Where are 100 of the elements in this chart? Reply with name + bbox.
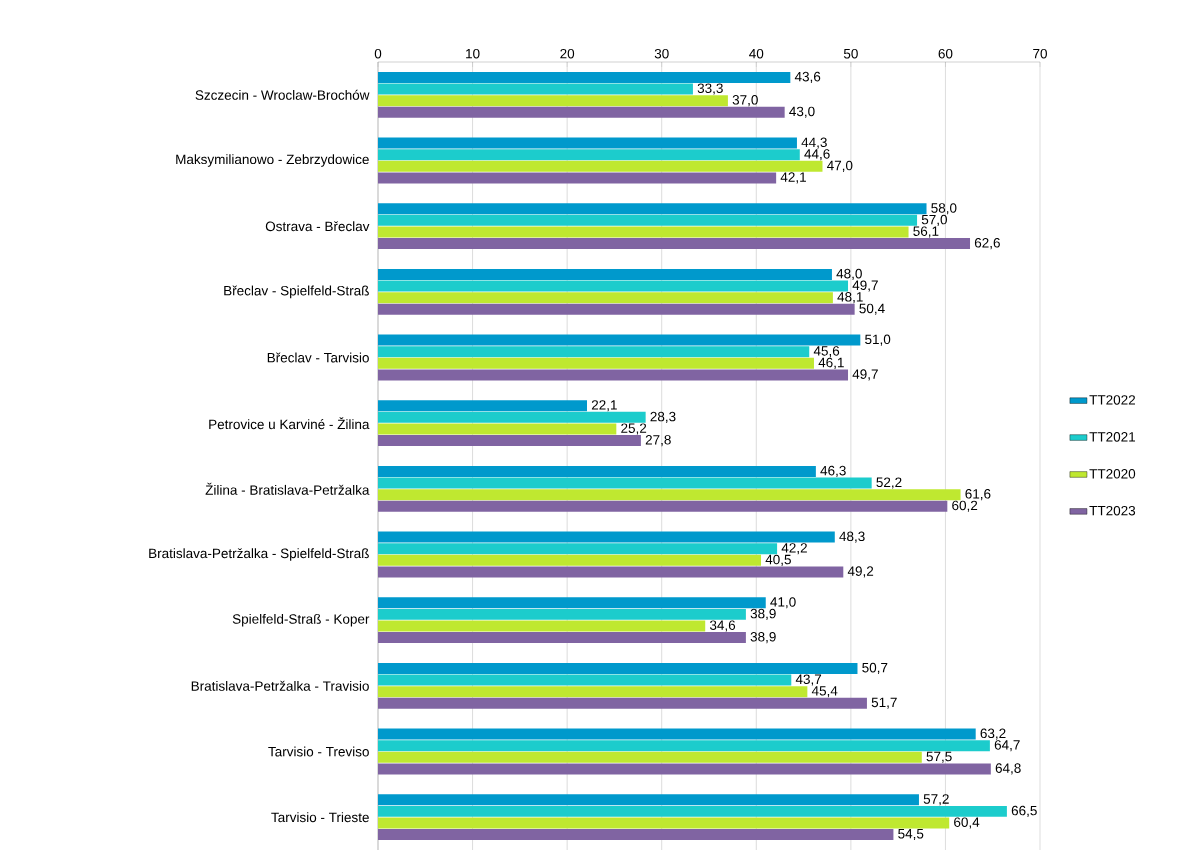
y-tick-label: Szczecin - Wroclaw-Brochów — [195, 89, 370, 100]
bar — [378, 554, 762, 566]
y-tick-label: Ostrava - Břeclav — [265, 221, 370, 232]
data-label: 47,0 — [827, 160, 853, 172]
y-tick-label: Petrovice u Karviné - Žilina — [209, 417, 370, 430]
y-tick-label: Bratislava-Petržalka - Travisio — [191, 680, 369, 691]
data-label: 44,3 — [801, 137, 827, 149]
bar — [378, 697, 867, 709]
x-tick-label: 60 — [938, 48, 953, 59]
bar — [378, 411, 646, 423]
x-tick-label: 20 — [560, 48, 575, 59]
data-label: 42,2 — [781, 543, 807, 555]
bar — [378, 346, 810, 358]
bar — [378, 214, 918, 226]
bar — [378, 160, 823, 172]
bar — [378, 137, 797, 149]
bar — [378, 620, 706, 632]
legend-label: TT2023 — [1089, 505, 1136, 516]
bar — [378, 817, 950, 829]
data-label: 57,2 — [923, 794, 949, 806]
data-label: 58,0 — [931, 203, 957, 215]
data-label: 45,6 — [813, 346, 840, 358]
data-label: 48,3 — [839, 531, 865, 543]
data-label: 38,9 — [750, 608, 776, 620]
data-label: 54,5 — [898, 829, 924, 841]
bar — [378, 357, 814, 369]
data-label: 57,0 — [921, 214, 948, 226]
bar — [378, 531, 835, 543]
bar — [378, 763, 991, 775]
bar — [378, 597, 766, 609]
bar — [378, 106, 785, 118]
y-tick-label: Bratislava-Petržalka - Spielfeld-Straß — [149, 548, 369, 561]
data-label: 50,4 — [859, 303, 885, 315]
data-label: 40,5 — [765, 554, 791, 566]
bar — [378, 608, 746, 620]
data-label: 27,8 — [645, 435, 671, 447]
y-tick-label: Tarvisio - Treviso — [268, 746, 369, 757]
data-label: 43,0 — [789, 106, 815, 118]
y-tick-label: Maksymilianowo - Zebrzydowice — [176, 154, 369, 167]
data-label: 61,6 — [965, 489, 991, 501]
bar — [378, 71, 791, 83]
bar — [378, 369, 849, 381]
bar — [378, 149, 800, 161]
legend-label: TT2021 — [1089, 432, 1136, 442]
bar — [378, 805, 1007, 817]
legend-label: TT2020 — [1089, 469, 1136, 479]
bar — [378, 435, 641, 447]
bar — [378, 674, 792, 686]
x-tick-label: 10 — [466, 48, 480, 59]
data-label: 49,7 — [852, 369, 878, 381]
bar — [378, 662, 858, 674]
data-label: 43,7 — [795, 674, 822, 686]
y-tick-label: Tarvisio - Trieste — [271, 812, 369, 823]
data-label: 60,2 — [952, 500, 978, 512]
bar — [378, 95, 728, 107]
data-label: 28,3 — [650, 411, 676, 423]
bar — [378, 566, 844, 578]
data-label: 62,6 — [974, 237, 1000, 250]
bar — [378, 465, 816, 477]
data-label: 49,2 — [847, 566, 874, 578]
bar — [378, 83, 693, 95]
y-tick-label: Břeclav - Tarvisio — [267, 352, 369, 363]
data-label: 46,3 — [820, 465, 846, 478]
data-label: 25,2 — [621, 423, 647, 435]
data-label: 50,7 — [862, 662, 888, 675]
x-tick-label: 0 — [374, 48, 382, 59]
bar — [378, 751, 922, 763]
bar — [378, 268, 832, 280]
bar — [378, 203, 927, 215]
bar — [378, 686, 808, 698]
bar — [378, 334, 861, 346]
bar — [378, 728, 976, 740]
data-label: 22,1 — [591, 400, 617, 412]
bar — [378, 477, 872, 489]
data-label: 44,6 — [804, 149, 830, 161]
data-label: 48,1 — [837, 292, 863, 304]
bar — [378, 292, 833, 304]
data-label: 49,7 — [852, 280, 878, 292]
y-tick-label: Spielfeld-Straß - Koper — [232, 613, 370, 627]
data-label: 51,0 — [865, 334, 891, 346]
data-label: 56,1 — [913, 226, 939, 238]
x-tick-label: 30 — [654, 48, 669, 59]
data-label: 37,0 — [732, 95, 758, 107]
data-label: 51,7 — [871, 697, 897, 709]
bar — [378, 226, 909, 238]
y-tick-label: Žilina - Bratislava-Petržalka — [205, 482, 370, 495]
data-label: 66,5 — [1011, 805, 1037, 817]
bar — [378, 172, 777, 184]
bar — [378, 238, 971, 250]
data-label: 57,5 — [926, 751, 952, 763]
x-tick-label: 40 — [749, 48, 764, 59]
data-label: 52,2 — [876, 477, 902, 489]
data-label: 64,7 — [994, 740, 1020, 752]
bar — [378, 543, 778, 555]
data-label: 60,4 — [954, 817, 980, 829]
data-label: 34,6 — [709, 620, 736, 632]
data-label: 48,0 — [836, 268, 862, 281]
data-label: 43,6 — [794, 71, 821, 84]
bar — [378, 740, 990, 752]
bar — [378, 303, 855, 315]
